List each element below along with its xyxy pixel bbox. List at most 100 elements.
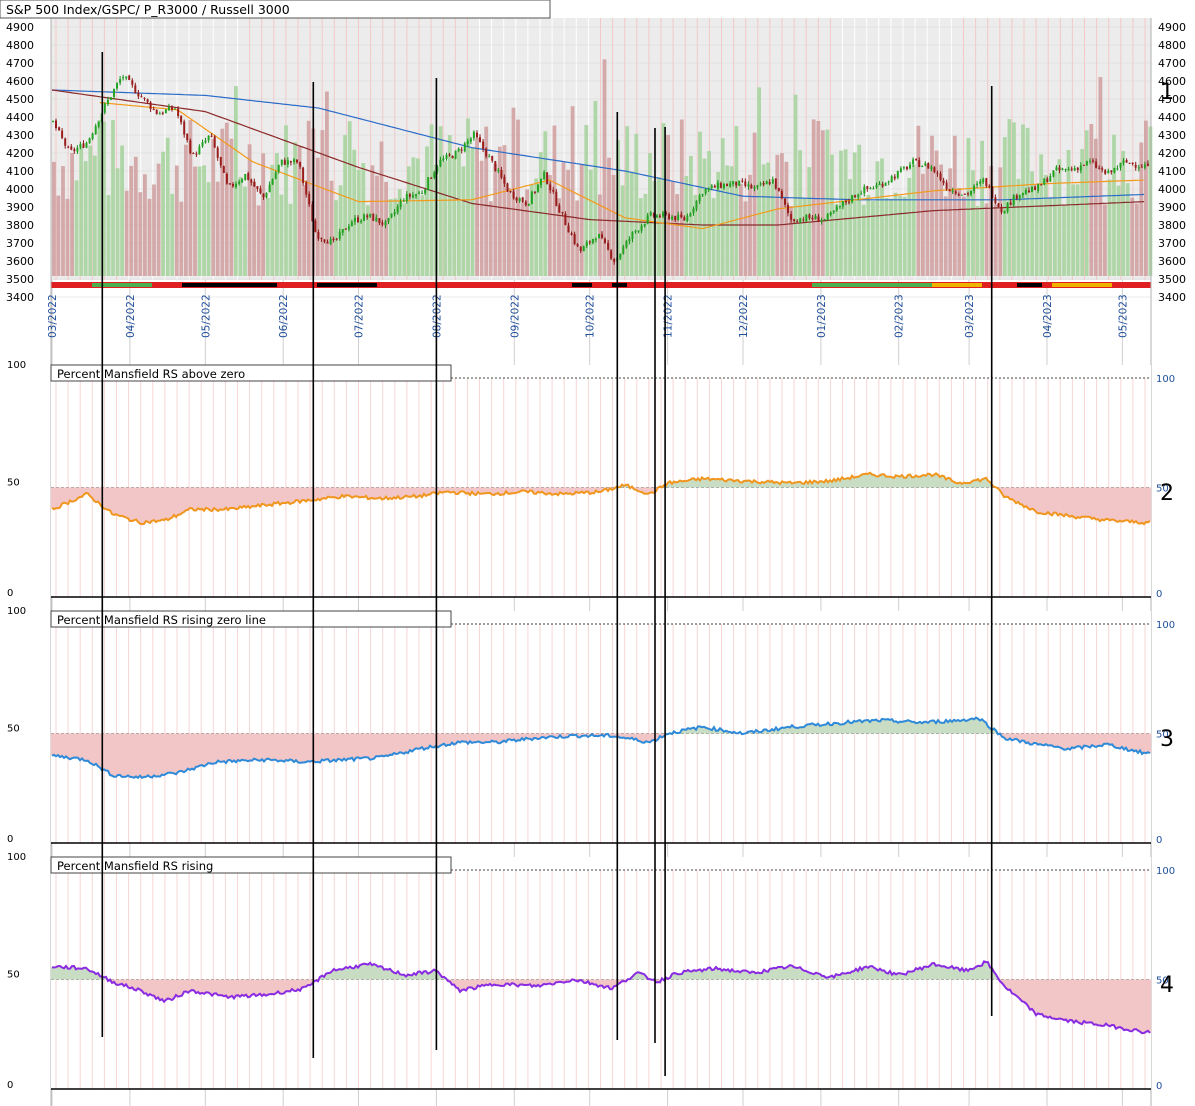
candle-body	[143, 97, 146, 99]
candle-body	[232, 183, 234, 187]
candle-body	[896, 171, 899, 178]
candle-body	[799, 218, 802, 222]
indicator-tick-left: 100	[7, 606, 26, 617]
candle-body	[527, 203, 530, 206]
candle-body	[774, 178, 777, 189]
moving-averages	[51, 89, 1145, 230]
candle-body	[375, 217, 378, 222]
volume-bar	[70, 153, 74, 276]
price-tick-left: 3600	[6, 255, 34, 268]
indicator-tick-left: 100	[7, 360, 26, 371]
volume-bar	[288, 203, 293, 276]
candle-body	[668, 214, 671, 220]
volume-bar	[375, 175, 379, 276]
candle-body	[805, 215, 808, 222]
volume-bar	[366, 205, 370, 276]
candle-body	[893, 176, 896, 179]
volume-bar	[902, 196, 907, 276]
candle-body	[771, 179, 774, 184]
candle-body	[103, 103, 106, 113]
candle-body	[1021, 192, 1024, 196]
volume-bar	[839, 150, 843, 276]
candle-body	[64, 138, 67, 146]
volume-bar	[507, 188, 511, 276]
volume-bar	[1039, 154, 1044, 276]
volume-bar	[1116, 185, 1121, 276]
volume-bar	[939, 164, 943, 276]
candle-body	[1024, 190, 1027, 194]
candle-body	[787, 205, 789, 214]
candle-body	[686, 215, 689, 222]
candle-body	[207, 135, 210, 141]
candle-body	[677, 214, 680, 221]
candle-body	[268, 184, 271, 193]
candle-body	[360, 220, 363, 223]
date-tick: 05/2022	[200, 294, 212, 338]
candle-body	[1122, 160, 1125, 163]
candle-body	[838, 206, 841, 207]
volume-bar	[115, 168, 120, 276]
price-tick-right: 4000	[1158, 183, 1186, 196]
candle-body	[1055, 167, 1058, 170]
candle-body	[326, 241, 329, 244]
indicator-tick-left: 50	[7, 724, 20, 735]
date-tick: 08/2022	[431, 294, 443, 338]
volume-bar	[588, 169, 593, 276]
candle-body	[976, 183, 979, 186]
volume-bar	[79, 146, 84, 276]
candle-body	[1058, 167, 1061, 171]
candle-body	[338, 231, 341, 239]
volume-bar	[111, 120, 115, 276]
candle-body	[652, 213, 655, 217]
candle-body	[561, 211, 564, 214]
candle-body	[1128, 162, 1131, 164]
volume-bar	[1112, 134, 1116, 276]
candle-body	[85, 142, 88, 148]
candle-body	[826, 214, 829, 220]
panel-number-3: 3	[1160, 727, 1174, 752]
candle-body	[869, 187, 872, 189]
volume-bar	[666, 134, 670, 276]
candle-body	[70, 146, 73, 150]
volume-bar	[61, 166, 65, 276]
price-tick-left: 3900	[6, 201, 34, 214]
candle-body	[558, 205, 561, 213]
volume-bar	[220, 128, 225, 276]
price-title-box	[0, 0, 551, 19]
volume-bar	[784, 161, 789, 276]
candle-body	[747, 184, 750, 187]
indicator-line	[51, 960, 1151, 1035]
candle-body	[967, 193, 969, 195]
candle-body	[744, 181, 747, 186]
volume-bar	[1134, 203, 1139, 276]
volume-bar	[739, 183, 743, 276]
candle-body	[970, 190, 972, 195]
candle-body	[924, 163, 927, 166]
candle-body	[497, 170, 500, 171]
candle-body	[829, 212, 832, 216]
candle-body	[716, 182, 719, 189]
candle-body	[683, 217, 686, 221]
volume-bar	[843, 149, 848, 276]
candle-body	[469, 138, 472, 142]
candle-body	[610, 250, 613, 259]
candle-body	[881, 184, 884, 187]
volume-bar	[102, 121, 106, 276]
candle-body	[1073, 168, 1076, 171]
volume-bar	[211, 139, 216, 276]
date-axis: 03/2022 04/2022 05/2022 06/2022 07/2022 08/20…	[47, 294, 1129, 338]
candle-body	[710, 185, 713, 188]
candle-body	[88, 138, 91, 144]
volume-bar	[97, 120, 102, 276]
candle-body	[222, 166, 225, 173]
candle-body	[890, 176, 893, 183]
candle-body	[942, 180, 945, 184]
volume-bar	[534, 178, 539, 276]
indicator-tick-left: 0	[7, 1080, 13, 1091]
candle-body	[1076, 167, 1079, 170]
volume-bar	[156, 163, 161, 276]
candle-body	[707, 187, 710, 190]
candle-body	[915, 158, 918, 160]
candle-body	[671, 216, 674, 220]
